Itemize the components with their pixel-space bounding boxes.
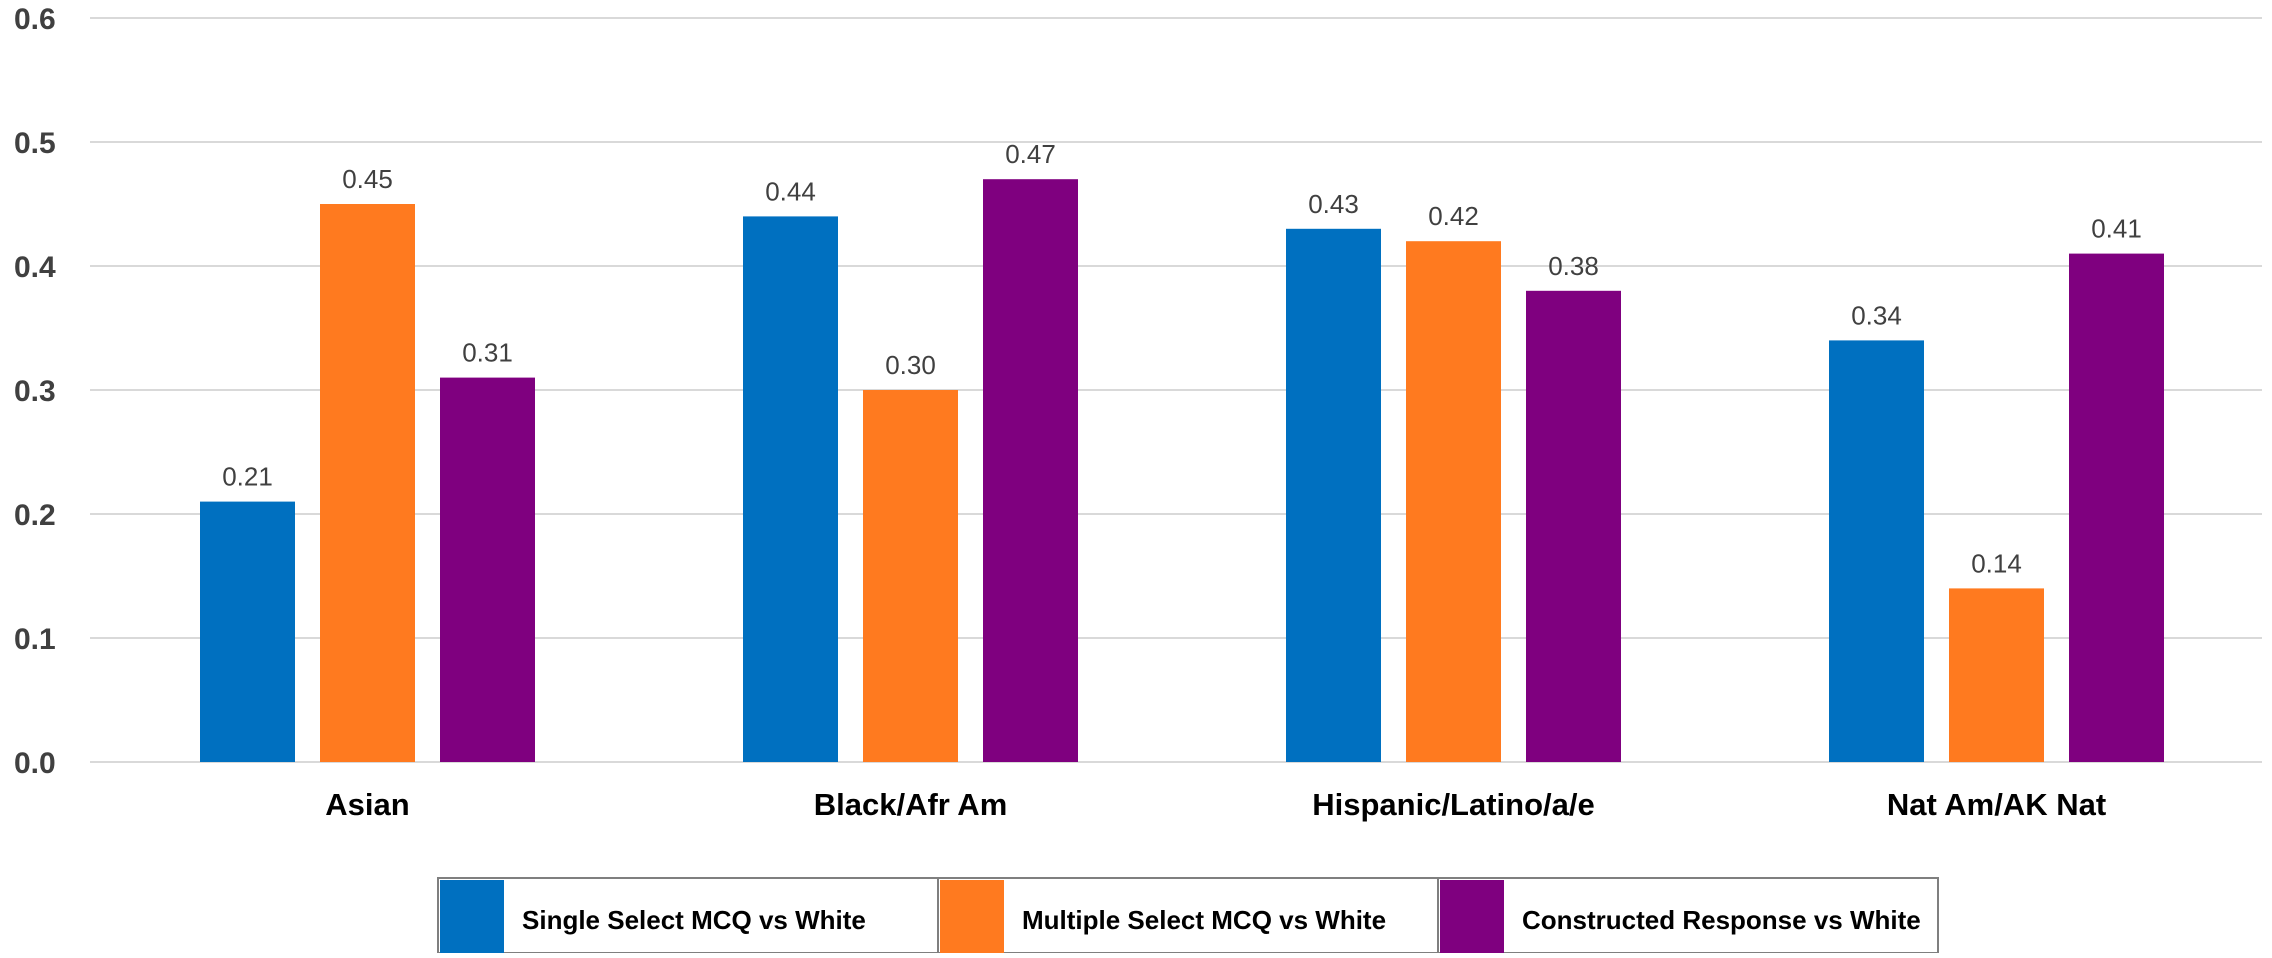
data-label: 0.47: [1005, 139, 1056, 169]
x-axis-ticks: Asian Black/Afr Am Hispanic/Latino/a/e Nat …: [325, 787, 2106, 822]
data-label: 0.42: [1428, 201, 1479, 231]
bar: [1949, 588, 2044, 762]
y-tick-label: 0.6: [14, 3, 56, 36]
bar: [1829, 340, 1924, 762]
legend-swatch: [940, 880, 1004, 953]
gridlines: [90, 17, 2262, 763]
bar: [1526, 290, 1621, 762]
data-label: 0.38: [1548, 251, 1599, 281]
bar: [2069, 253, 2164, 762]
x-tick-label: Nat Am/AK Nat: [1887, 787, 2106, 822]
y-tick-label: 0.3: [14, 375, 56, 408]
data-labels: 0.21 0.45 0.31 0.44 0.30 0.47 0.43 0.42 0.38 0.34…: [222, 139, 2142, 578]
y-tick-label: 0.0: [14, 747, 56, 780]
bar: [863, 390, 958, 762]
y-tick-label: 0.5: [14, 127, 56, 160]
bar: [440, 377, 535, 762]
y-tick-label: 0.4: [14, 251, 56, 284]
data-label: 0.31: [462, 338, 513, 368]
y-tick-label: 0.1: [14, 623, 56, 656]
y-tick-label: 0.2: [14, 499, 56, 532]
legend: Single Select MCQ vs White Multiple Selec…: [437, 877, 1939, 954]
legend-label: Single Select MCQ vs White: [522, 905, 866, 935]
legend-label: Multiple Select MCQ vs White: [1022, 905, 1386, 935]
legend-swatch: [440, 880, 504, 953]
data-label: 0.44: [765, 176, 816, 206]
data-label: 0.34: [1851, 300, 1902, 330]
bar: [320, 204, 415, 762]
legend-cell: [437, 877, 939, 954]
legend-label: Constructed Response vs White: [1522, 905, 1921, 935]
y-axis-ticks: 0.0 0.1 0.2 0.3 0.4 0.5 0.6: [14, 3, 56, 780]
x-tick-label: Hispanic/Latino/a/e: [1312, 787, 1595, 822]
data-label: 0.43: [1308, 189, 1359, 219]
legend-swatch: [1440, 880, 1504, 953]
bar: [743, 216, 838, 762]
bar: [983, 179, 1078, 762]
data-label: 0.14: [1971, 548, 2022, 578]
data-label: 0.30: [885, 350, 936, 380]
data-label: 0.45: [342, 164, 393, 194]
bars: [200, 179, 2164, 763]
bar: [1286, 228, 1381, 763]
x-tick-label: Asian: [325, 787, 409, 822]
bar: [200, 501, 295, 762]
bar: [1406, 241, 1501, 762]
x-tick-label: Black/Afr Am: [814, 787, 1008, 822]
data-label: 0.41: [2091, 214, 2142, 244]
data-label: 0.21: [222, 462, 273, 492]
